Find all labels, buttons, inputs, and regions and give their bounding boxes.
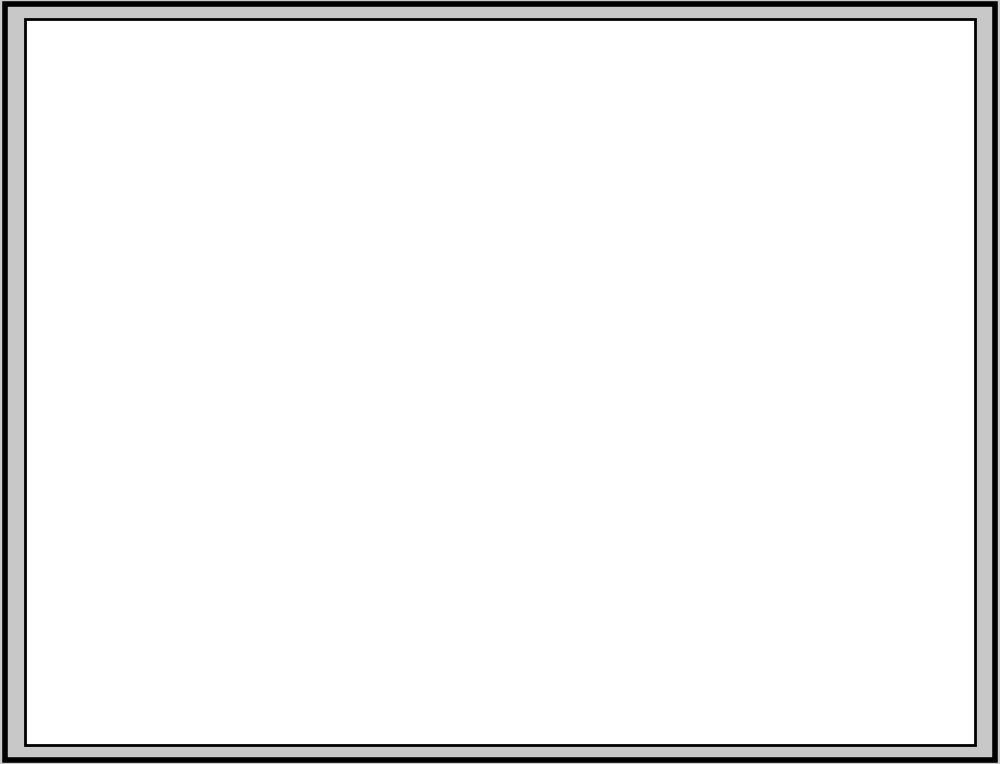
Text: At%: At% <box>705 63 750 83</box>
Text: 22.31: 22.31 <box>695 308 760 328</box>
Bar <box>130 688 960 699</box>
Text: 33.62: 33.62 <box>695 144 760 165</box>
Text: Cu: Cu <box>193 609 221 627</box>
Text: Wt%: Wt% <box>560 63 613 83</box>
Text: Element: Element <box>397 63 494 83</box>
Y-axis label: Counts: Counts <box>41 308 63 395</box>
Text: Si: Si <box>434 144 457 165</box>
X-axis label: Energy (KeV): Energy (KeV) <box>441 698 649 726</box>
Text: 37.86: 37.86 <box>695 226 760 246</box>
Text: 16.92: 16.92 <box>554 308 619 328</box>
Text: Cu: Cu <box>782 603 812 621</box>
Text: C: C <box>140 571 156 590</box>
Text: 38.23: 38.23 <box>554 226 619 246</box>
Text: Al: Al <box>249 612 270 630</box>
Text: Cu: Cu <box>855 626 882 645</box>
Text: O: O <box>436 226 454 246</box>
Text: Si: Si <box>264 151 285 169</box>
Text: C: C <box>437 308 454 328</box>
Text: 59.59: 59.59 <box>554 144 619 165</box>
Text: O: O <box>163 514 180 532</box>
